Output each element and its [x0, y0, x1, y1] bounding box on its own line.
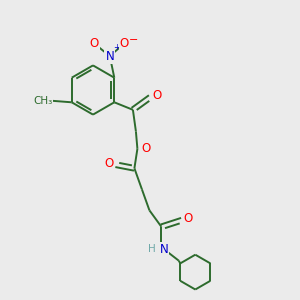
Text: +: + [113, 43, 120, 52]
Text: N: N [159, 243, 168, 256]
Text: N: N [105, 50, 114, 63]
Text: O: O [141, 142, 150, 155]
Text: O: O [184, 212, 193, 225]
Text: O: O [152, 89, 161, 102]
Text: O: O [105, 157, 114, 170]
Text: H: H [148, 244, 156, 254]
Text: CH₃: CH₃ [33, 96, 52, 106]
Text: −: − [129, 35, 139, 46]
Text: O: O [90, 37, 99, 50]
Text: O: O [120, 37, 129, 50]
